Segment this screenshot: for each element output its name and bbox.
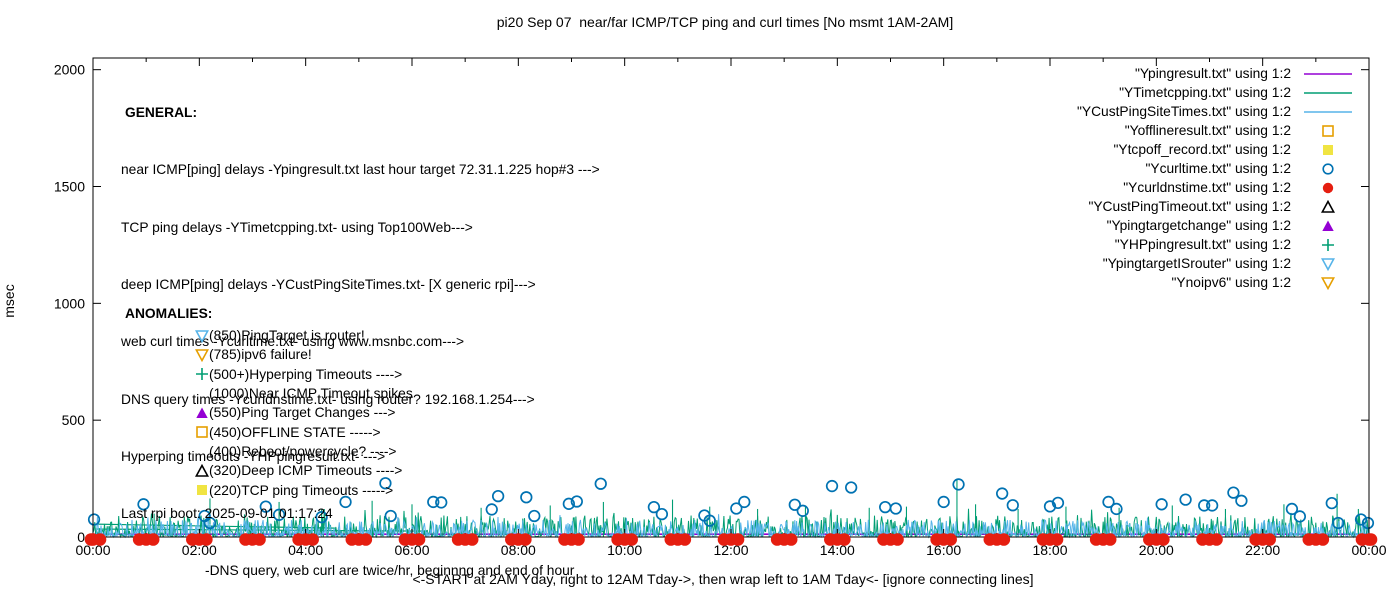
general-line: deep ICMP[ping] delays -YCustPingSiteTim… (121, 277, 536, 293)
open-circle-icon (1303, 162, 1353, 176)
svg-text:0: 0 (77, 529, 85, 545)
svg-text:06:00: 06:00 (394, 542, 429, 558)
anomaly-item: (220)TCP ping Timeouts -----> (194, 480, 413, 499)
legend-item: "YHPpingresult.txt" using 1:2 (1077, 235, 1353, 254)
general-line: Hyperping timeouts -YHPpingresult.txt- -… (121, 448, 386, 464)
anomaly-label: (850)PingTarget is router! (209, 328, 365, 344)
deep-icmp-timeout-marker-icon (194, 463, 209, 478)
legend-label: "Ytcpoff_record.txt" using 1:2 (1113, 142, 1291, 157)
legend-item: "Ypingresult.txt" using 1:2 (1077, 64, 1353, 83)
filled-triangle-icon (1303, 219, 1353, 233)
general-line: -DNS query, web curl are twice/hr, begin… (205, 563, 575, 579)
anomaly-label: (450)OFFLINE STATE -----> (209, 424, 381, 440)
legend-label: "Ycurltime.txt" using 1:2 (1145, 161, 1291, 176)
anomaly-item: (1000)Near ICMP Timeout spikes (194, 384, 413, 403)
svg-text:20:00: 20:00 (1139, 542, 1174, 558)
svg-text:12:00: 12:00 (713, 542, 748, 558)
legend-label: "YCustPingSiteTimes.txt" using 1:2 (1076, 104, 1291, 119)
general-line: near ICMP[ping] delays -Ypingresult.txt … (121, 162, 600, 178)
ping-target-change-marker-icon (194, 406, 209, 420)
legend-label: "YpingtargetISrouter" using 1:2 (1102, 256, 1291, 271)
chart-legend: "Ypingresult.txt" using 1:2 "YTimetcppin… (1077, 64, 1353, 292)
general-heading: GENERAL: (125, 105, 198, 121)
general-line: web curl times -Ycurltime.txt- using www… (121, 334, 465, 350)
no-marker (194, 444, 209, 458)
svg-text:02:00: 02:00 (182, 542, 217, 558)
legend-label: "YTimetcpping.txt" using 1:2 (1119, 85, 1291, 100)
legend-item: "YCustPingTimeout.txt" using 1:2 (1077, 197, 1353, 216)
tcp-ping-timeout-marker-icon (194, 483, 209, 497)
anomaly-item: (500+)Hyperping Timeouts ----> (194, 365, 413, 384)
x-axis-note: <-START at 2AM Yday, right to 12AM Tday-… (412, 571, 1034, 587)
svg-text:04:00: 04:00 (288, 542, 323, 558)
open-square-icon (1303, 124, 1353, 138)
anomaly-item: (400)Reboot/powercycle? ----> (194, 442, 413, 461)
legend-item: "Ypingtargetchange" using 1:2 (1077, 216, 1353, 235)
anomalies-annotation-block: (850)PingTarget is router! (785)ipv6 fai… (194, 326, 413, 500)
svg-text:500: 500 (62, 412, 86, 428)
svg-text:2000: 2000 (54, 62, 85, 78)
svg-text:16:00: 16:00 (926, 542, 961, 558)
filled-square-icon (1303, 143, 1353, 157)
legend-item: "Yofflineresult.txt" using 1:2 (1077, 121, 1353, 140)
legend-label: "YCustPingTimeout.txt" using 1:2 (1088, 199, 1291, 214)
line-sample-icon (1303, 67, 1353, 81)
general-line: DNS query times -Ycurldnstime.txt- using… (121, 391, 535, 407)
legend-label: "Ypingresult.txt" using 1:2 (1134, 66, 1291, 81)
line-sample-icon (1303, 105, 1353, 119)
svg-text:18:00: 18:00 (1032, 542, 1067, 558)
chart-title: pi20 Sep 07 near/far ICMP/TCP ping and c… (496, 14, 954, 30)
general-line: TCP ping delays -YTimetcpping.txt- using… (121, 219, 473, 235)
line-sample-icon (1303, 86, 1353, 100)
anomaly-label: (220)TCP ping Timeouts -----> (209, 482, 394, 498)
anomaly-label: (1000)Near ICMP Timeout spikes (209, 386, 413, 402)
down-triangle-icon (1303, 276, 1353, 290)
hyperping-timeout-marker-icon (194, 367, 209, 381)
legend-label: "Ynoipv6" using 1:2 (1171, 275, 1291, 290)
legend-item: "YCustPingSiteTimes.txt" using 1:2 (1077, 102, 1353, 121)
svg-text:1500: 1500 (54, 179, 85, 195)
no-marker (194, 387, 209, 401)
anomaly-label: (550)Ping Target Changes ---> (209, 405, 396, 421)
general-line: Last rpi boot: 2025-09-01 01:17:24 (121, 506, 333, 522)
plus-marker-icon (1303, 238, 1353, 252)
svg-text:08:00: 08:00 (501, 542, 536, 558)
legend-item: "Ycurldnstime.txt" using 1:2 (1077, 178, 1353, 197)
svg-text:00:00: 00:00 (1351, 542, 1386, 558)
anomaly-label: (320)Deep ICMP Timeouts ----> (209, 463, 403, 479)
legend-label: "Yofflineresult.txt" using 1:2 (1124, 123, 1291, 138)
svg-text:10:00: 10:00 (607, 542, 642, 558)
legend-item: "Ytcpoff_record.txt" using 1:2 (1077, 140, 1353, 159)
filled-circle-icon (1303, 181, 1353, 195)
general-annotation-block: GENERAL: near ICMP[ping] delays -Ypingre… (121, 65, 621, 600)
pingtarget-router-marker-icon (194, 329, 209, 343)
open-triangle-icon (1303, 199, 1353, 214)
svg-text:1000: 1000 (54, 295, 85, 311)
anomaly-item: (850)PingTarget is router! (194, 326, 413, 345)
y-axis-label: msec (1, 284, 17, 318)
svg-text:22:00: 22:00 (1245, 542, 1280, 558)
anomaly-label: (400)Reboot/powercycle? ----> (209, 443, 397, 459)
svg-text:14:00: 14:00 (820, 542, 855, 558)
anomaly-label: (785)ipv6 failure! (209, 347, 312, 363)
legend-item: "Ynoipv6" using 1:2 (1077, 273, 1353, 292)
legend-label: "Ypingtargetchange" using 1:2 (1106, 218, 1291, 233)
anomalies-heading: ANOMALIES: (125, 306, 213, 321)
anomaly-item: (320)Deep ICMP Timeouts ----> (194, 461, 413, 480)
anomaly-item: (550)Ping Target Changes ---> (194, 403, 413, 422)
ipv6-failure-marker-icon (194, 348, 209, 362)
legend-item: "YpingtargetISrouter" using 1:2 (1077, 254, 1353, 273)
svg-text:00:00: 00:00 (75, 542, 110, 558)
legend-label: "Ycurldnstime.txt" using 1:2 (1123, 180, 1291, 195)
offline-state-marker-icon (194, 425, 209, 439)
anomaly-item: (785)ipv6 failure! (194, 345, 413, 364)
anomaly-label: (500+)Hyperping Timeouts ----> (209, 366, 403, 382)
legend-item: "YTimetcpping.txt" using 1:2 (1077, 83, 1353, 102)
down-triangle-icon (1303, 257, 1353, 271)
legend-item: "Ycurltime.txt" using 1:2 (1077, 159, 1353, 178)
anomaly-item: (450)OFFLINE STATE -----> (194, 422, 413, 441)
legend-label: "YHPpingresult.txt" using 1:2 (1114, 237, 1291, 252)
